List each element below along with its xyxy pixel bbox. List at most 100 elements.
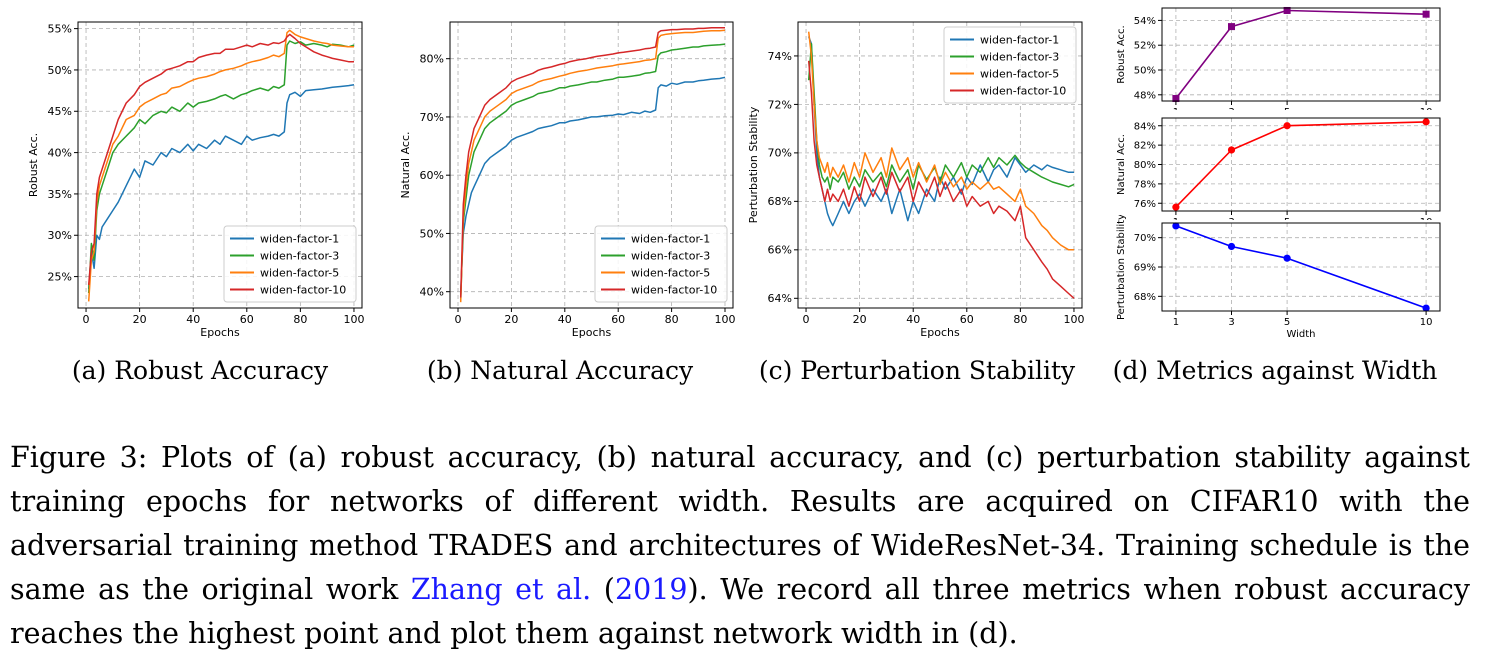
y-tick-label: 78% bbox=[1134, 179, 1156, 190]
y-tick-label: 72% bbox=[768, 98, 792, 111]
chart-perturbation-stability: 0 20 40 60 80 100 64% 66% 68% 70% 72% 74% Epochs Pert… bbox=[747, 21, 1084, 339]
x-tick-label: 3 bbox=[1228, 317, 1234, 328]
y-tick-label: 50% bbox=[420, 227, 444, 240]
legend-box bbox=[594, 225, 728, 303]
series-line-widen-factor-5 bbox=[459, 29, 726, 303]
x-tick-label: 80 bbox=[1013, 313, 1027, 326]
subcaption-c: (c) Perturbation Stability bbox=[758, 356, 1076, 385]
figure-caption: Figure 3: Plots of (a) robust accuracy, … bbox=[10, 436, 1470, 656]
series-line-widen-factor-10 bbox=[87, 33, 354, 285]
legend-box bbox=[223, 225, 357, 303]
legend-entry: widen-factor-1 bbox=[631, 233, 710, 246]
y-tick-label: 84% bbox=[1134, 121, 1156, 132]
x-axis-label: Width bbox=[1286, 329, 1315, 340]
panel-natural-accuracy: 0 20 40 60 80 100 40% 50% 60% 70% 80% Epochs Natural… bbox=[370, 0, 740, 345]
x-axis-label: Epochs bbox=[200, 326, 240, 339]
y-tick-label: 45% bbox=[48, 105, 72, 118]
y-tick-label: 50% bbox=[1134, 66, 1156, 77]
x-axis-label: Epochs bbox=[572, 326, 612, 339]
citation-authors-link[interactable]: Zhang et al. bbox=[410, 573, 592, 606]
x-tick-label: 60 bbox=[240, 313, 254, 326]
legend-entry: widen-factor-1 bbox=[260, 233, 339, 246]
x-tick-label: 3 bbox=[1228, 107, 1234, 110]
data-point bbox=[1283, 122, 1291, 130]
x-tick-label: 60 bbox=[611, 313, 625, 326]
x-tick-label: 40 bbox=[186, 313, 200, 326]
x-axis-label: Epochs bbox=[920, 326, 960, 339]
legend-entry: widen-factor-5 bbox=[631, 267, 710, 280]
y-axis-label: Robust Acc. bbox=[1116, 25, 1127, 83]
series-line-widen-factor-1 bbox=[459, 76, 726, 292]
data-point bbox=[1422, 304, 1430, 312]
caption-text-1: Figure 3: Plots of (a) robust accuracy, … bbox=[10, 441, 1470, 606]
y-axis-label: Perturbation Stability bbox=[747, 106, 760, 223]
series-line-series-0 bbox=[1175, 225, 1427, 309]
axes-frame bbox=[449, 21, 734, 309]
axes-frame bbox=[797, 21, 1083, 309]
y-tick-label: 70% bbox=[1134, 233, 1156, 244]
series-line-widen-factor-10 bbox=[807, 60, 1075, 299]
legend-entry: widen-factor-10 bbox=[980, 85, 1066, 98]
y-tick-label: 25% bbox=[48, 270, 72, 283]
series-line-widen-factor-1 bbox=[87, 84, 355, 290]
y-tick-label: 55% bbox=[48, 22, 72, 35]
series-line-widen-factor-5 bbox=[807, 31, 1074, 251]
x-tick-label: 5 bbox=[1284, 317, 1290, 328]
series-line-widen-factor-1 bbox=[807, 36, 1074, 227]
y-axis-label: Perturbation Stability bbox=[1116, 215, 1127, 320]
caption-text-2: ). We record all three metrics when robu… bbox=[10, 573, 1470, 650]
data-point bbox=[1283, 6, 1291, 14]
y-tick-label: 70% bbox=[420, 111, 444, 124]
subcaption-b: (b) Natural Accuracy bbox=[426, 356, 694, 385]
subcaption-d: (d) Metrics against Width bbox=[1112, 356, 1438, 385]
legend-box bbox=[943, 26, 1077, 104]
subcaption-a: (a) Robust Accuracy bbox=[71, 356, 329, 385]
data-point bbox=[1228, 23, 1235, 31]
y-tick-label: 66% bbox=[768, 244, 792, 257]
y-tick-label: 40% bbox=[420, 286, 444, 299]
legend-entry: widen-factor-5 bbox=[260, 267, 339, 280]
y-tick-label: 60% bbox=[420, 169, 444, 182]
x-tick-label: 20 bbox=[133, 313, 147, 326]
x-tick-label: 1 bbox=[1173, 217, 1179, 220]
x-tick-label: 1 bbox=[1173, 317, 1179, 328]
axes-frame bbox=[77, 21, 363, 309]
x-tick-label: 20 bbox=[504, 313, 518, 326]
x-tick-label: 100 bbox=[1063, 313, 1084, 326]
series-line-widen-factor-3 bbox=[87, 40, 355, 294]
series-line-widen-factor-3 bbox=[459, 43, 726, 301]
legend-entry: widen-factor-3 bbox=[980, 51, 1059, 64]
x-tick-label: 0 bbox=[83, 313, 90, 326]
x-tick-label: 3 bbox=[1228, 217, 1234, 220]
x-tick-label: 1 bbox=[1173, 107, 1179, 110]
x-tick-label: 5 bbox=[1284, 107, 1290, 110]
x-tick-label: 10 bbox=[1420, 317, 1433, 328]
series-line-widen-factor-5 bbox=[87, 29, 354, 302]
y-tick-label: 80% bbox=[1134, 160, 1156, 171]
x-tick-label: 10 bbox=[1420, 107, 1433, 110]
y-tick-label: 80% bbox=[420, 53, 444, 66]
citation-year-link[interactable]: 2019 bbox=[614, 573, 688, 606]
y-tick-label: 30% bbox=[48, 229, 72, 242]
data-point bbox=[1227, 146, 1236, 154]
legend-entry: widen-factor-5 bbox=[980, 68, 1059, 81]
series-line-widen-factor-3 bbox=[807, 43, 1075, 190]
y-tick-label: 52% bbox=[1134, 41, 1156, 52]
data-point bbox=[1283, 254, 1291, 262]
y-tick-label: 64% bbox=[768, 292, 792, 305]
y-tick-label: 48% bbox=[1134, 90, 1156, 101]
chart-width-natural: 1 3 5 10 76% 78% 80% 82% 84% Natural Acc. bbox=[1116, 117, 1441, 220]
y-tick-label: 68% bbox=[768, 195, 792, 208]
y-tick-label: 68% bbox=[1134, 292, 1156, 303]
y-tick-label: 69% bbox=[1134, 263, 1156, 274]
legend-entry: widen-factor-10 bbox=[260, 284, 346, 297]
axes-frame bbox=[1161, 117, 1441, 212]
chart-width-stability: 1 3 5 10 68% 69% 70% Width Perturbation Stabilit… bbox=[1116, 215, 1441, 340]
y-tick-label: 35% bbox=[48, 188, 72, 201]
y-tick-label: 82% bbox=[1134, 141, 1156, 152]
series-line-series-0 bbox=[1175, 9, 1427, 99]
x-tick-label: 80 bbox=[293, 313, 307, 326]
y-axis-label: Robust Acc. bbox=[27, 133, 40, 197]
data-point bbox=[1422, 118, 1430, 126]
chart-robust-accuracy: 0 20 40 60 80 100 25% 30% 35% 40% 45% 50% 55% Epochs R… bbox=[27, 21, 364, 339]
